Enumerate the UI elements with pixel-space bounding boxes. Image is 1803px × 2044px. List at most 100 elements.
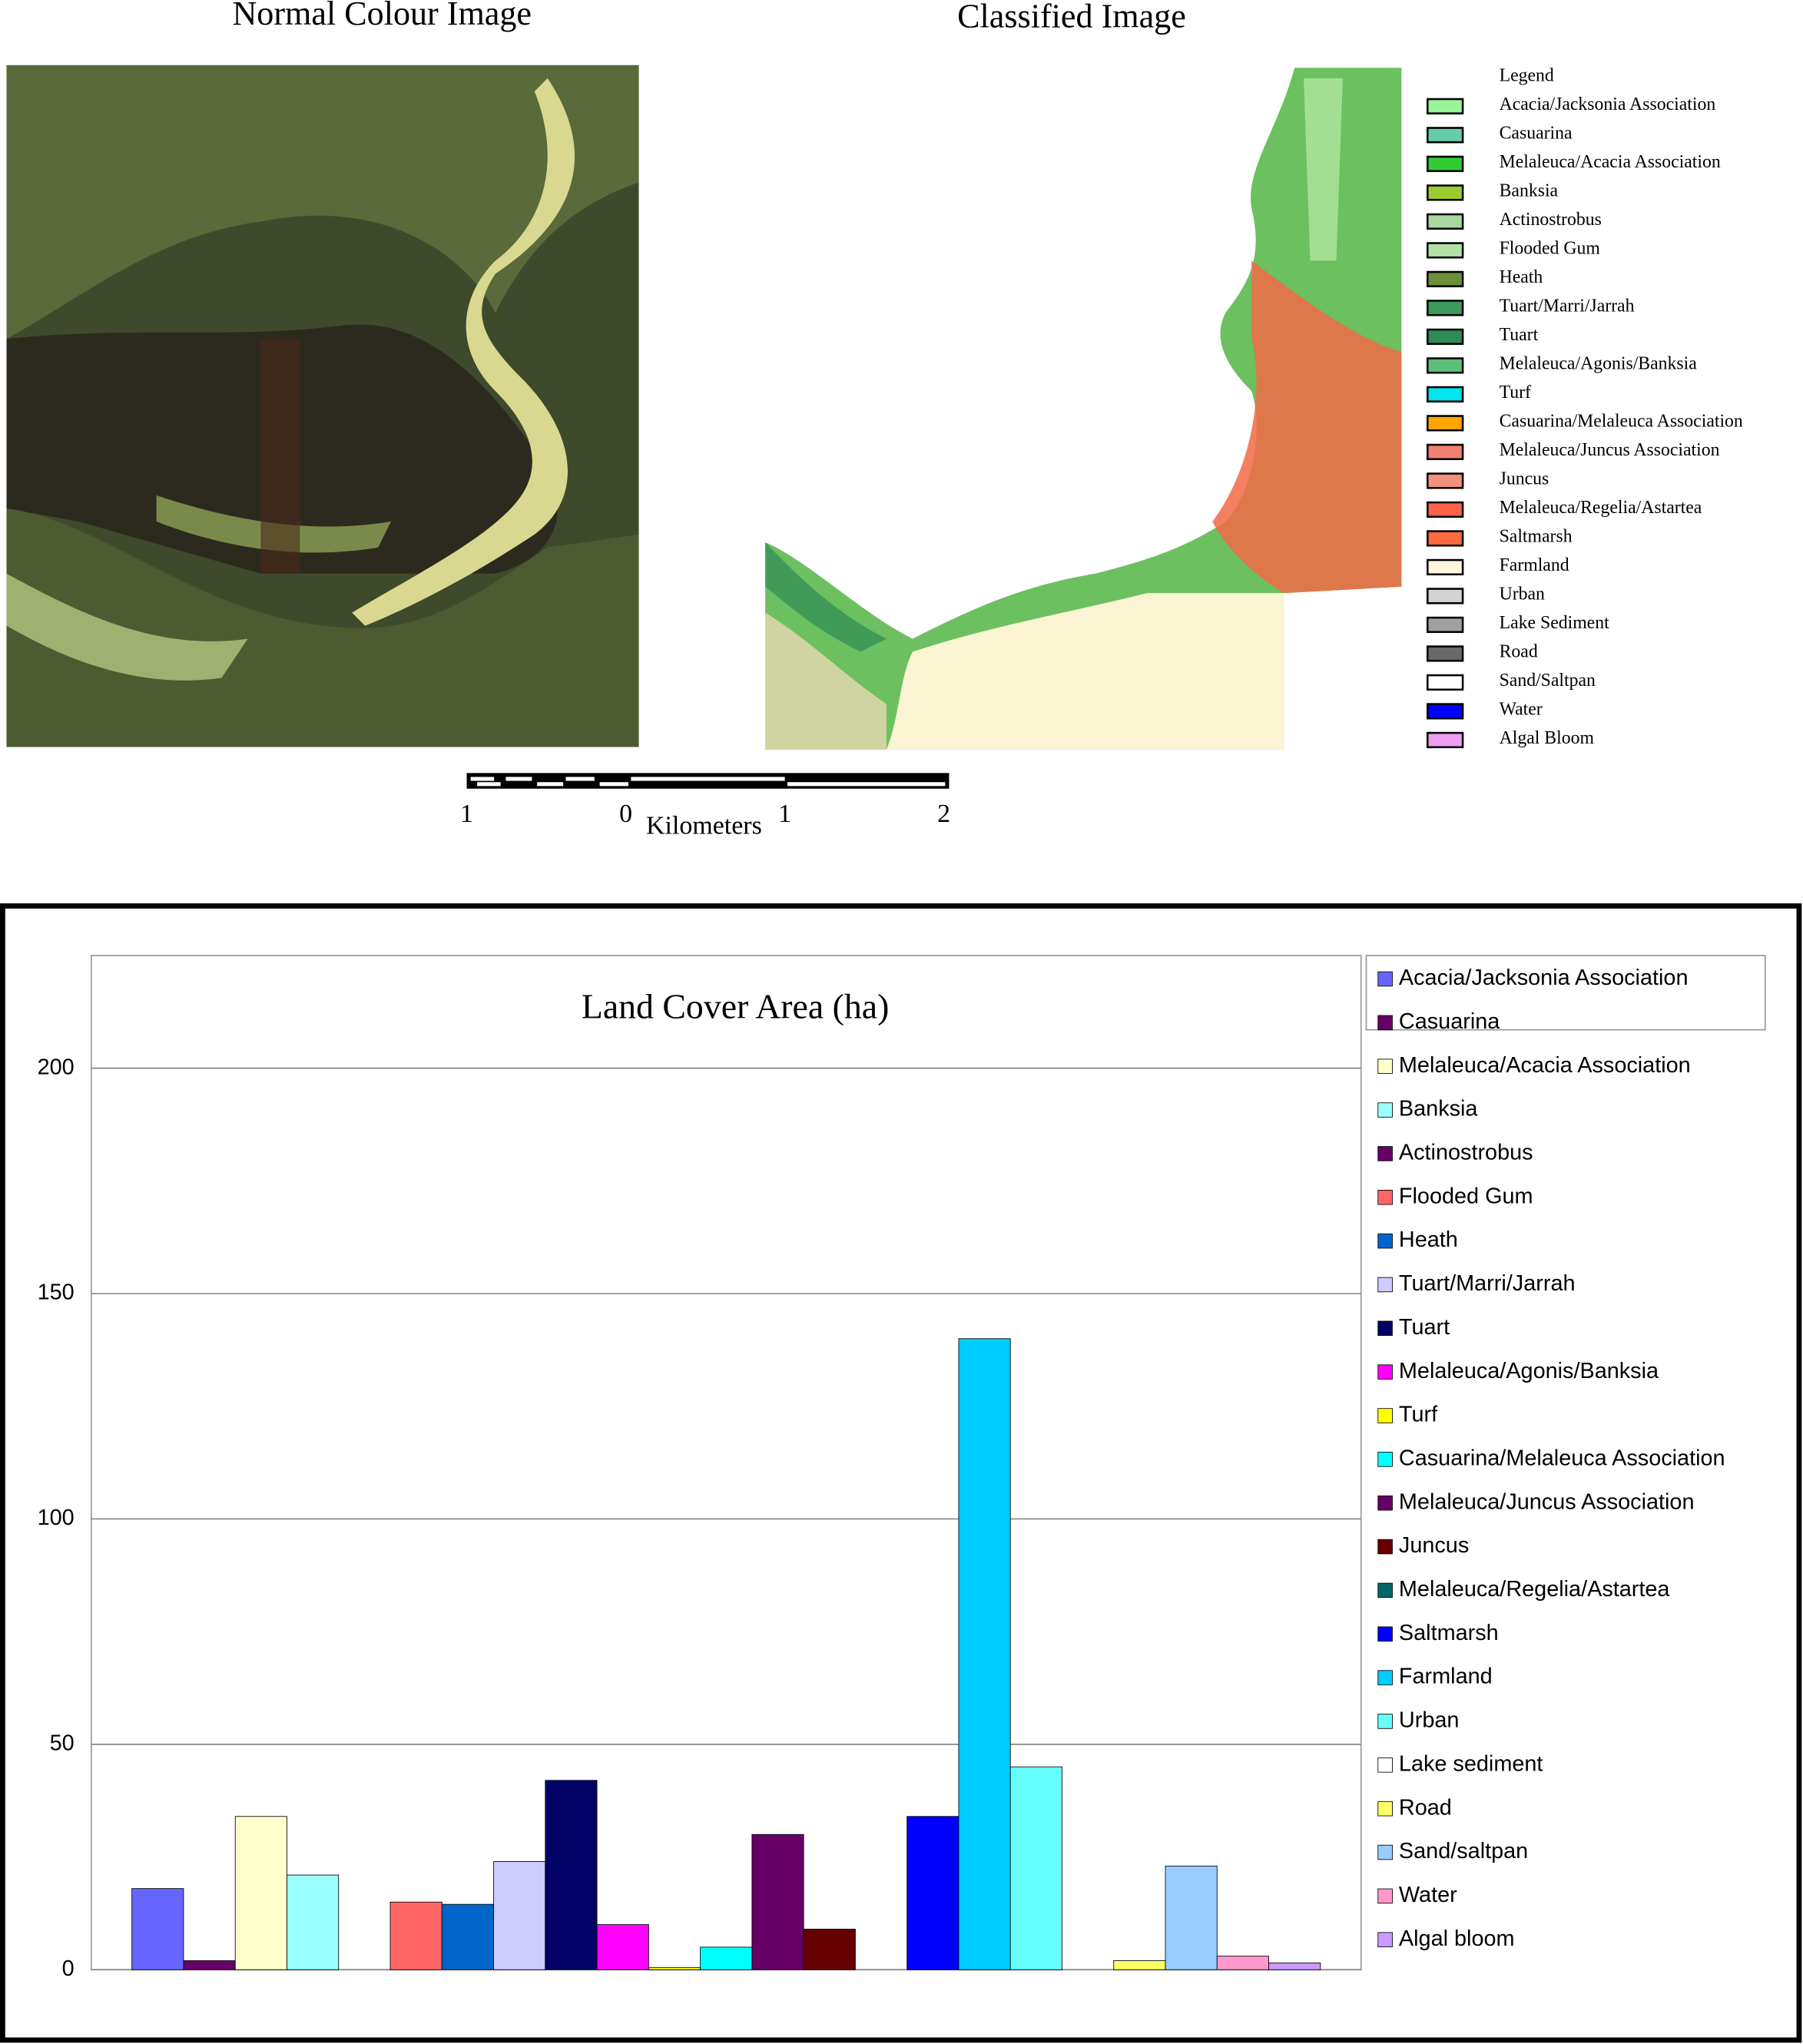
- legend-swatch: [1426, 242, 1464, 259]
- bar: [1268, 1963, 1321, 1970]
- bar: [648, 1966, 701, 1970]
- legend-swatch: [1426, 616, 1464, 634]
- legend-swatch: [1426, 530, 1464, 547]
- legend-label: Road: [1500, 642, 1538, 662]
- scale-bar: [466, 773, 950, 789]
- legend-swatch: [1426, 731, 1464, 749]
- legend-swatch: [1377, 1714, 1393, 1729]
- normal-colour-image: [6, 65, 639, 747]
- legend-swatch: [1426, 501, 1464, 518]
- scale-unit: Kilometers: [646, 811, 762, 840]
- legend-label: Farmland: [1500, 555, 1569, 575]
- legend-swatch: [1426, 184, 1464, 201]
- legend-label: Juncus: [1399, 1533, 1469, 1558]
- legend-swatch: [1426, 415, 1464, 432]
- legend-title: Legend: [1500, 66, 1554, 86]
- legend-label: Flooded Gum: [1500, 238, 1601, 258]
- legend-swatch: [1426, 328, 1464, 345]
- chart: 0 50 100 150 200 Acacia/Jacksonia Association…: [38, 966, 1725, 1981]
- legend-label: Lake sediment: [1399, 1751, 1543, 1776]
- legend-label: Water: [1399, 1883, 1457, 1907]
- bar: [441, 1903, 494, 1970]
- y-tick-label: 200: [38, 1055, 75, 1079]
- legend-swatch: [1426, 703, 1464, 720]
- legend-swatch: [1377, 1801, 1393, 1817]
- bar: [958, 1338, 1011, 1970]
- legend-swatch: [1426, 588, 1464, 605]
- bar: [234, 1816, 287, 1970]
- map-legend: Acacia/Jacksonia Association Casuarina Mel…: [1426, 94, 1743, 749]
- legend-label: Melaleuca/Regelia/Astartea: [1399, 1577, 1671, 1602]
- bar: [906, 1816, 960, 1970]
- legend-swatch: [1426, 300, 1464, 316]
- chart-title: Land Cover Area (ha): [582, 987, 890, 1026]
- legend-label: Tuart/Marri/Jarrah: [1399, 1271, 1576, 1296]
- legend-label: Turf: [1500, 383, 1531, 403]
- legend-label: Lake Sediment: [1500, 613, 1610, 633]
- scale-label: 0: [619, 800, 632, 828]
- y-tick-label: 0: [62, 1956, 75, 1981]
- bar: [1113, 1960, 1166, 1970]
- bar: [493, 1860, 546, 1970]
- legend-swatch: [1377, 971, 1393, 987]
- legend-swatch: [1377, 1452, 1393, 1467]
- legend-label: Melaleuca/Agonis/Banksia: [1399, 1359, 1659, 1383]
- legend-swatch: [1377, 1146, 1393, 1161]
- legend-label: Actinostrobus: [1399, 1141, 1533, 1165]
- legend-swatch: [1377, 1582, 1393, 1598]
- bar: [803, 1929, 856, 1970]
- y-tick-label: 150: [38, 1280, 75, 1305]
- legend-swatch: [1426, 443, 1464, 460]
- legend-label: Sand/saltpan: [1399, 1839, 1528, 1863]
- legend-label: Melaleuca/Agonis/Banksia: [1500, 353, 1698, 373]
- legend-label: Juncus: [1500, 469, 1549, 489]
- bar: [183, 1960, 236, 1970]
- scale-label: 2: [937, 800, 950, 828]
- scale-label: 1: [460, 800, 473, 828]
- y-tick-label: 100: [38, 1506, 75, 1530]
- legend-label: Acacia/Jacksonia Association: [1500, 94, 1716, 114]
- bar: [596, 1924, 649, 1970]
- legend-label: Banksia: [1399, 1097, 1479, 1121]
- bar: [131, 1888, 184, 1970]
- legend-label: Melaleuca/Juncus Association: [1399, 1489, 1695, 1514]
- legend-swatch: [1377, 1015, 1393, 1031]
- bar: [389, 1901, 442, 1970]
- legend-swatch: [1426, 98, 1464, 114]
- legend-label: Banksia: [1500, 181, 1559, 200]
- legend-swatch: [1426, 270, 1464, 287]
- bar: [545, 1780, 598, 1970]
- legend-swatch: [1377, 1408, 1393, 1423]
- legend-frame: [1365, 955, 1766, 1031]
- legend-swatch: [1426, 155, 1464, 172]
- bar: [1165, 1865, 1218, 1970]
- legend-swatch: [1377, 1757, 1393, 1773]
- legend-swatch: [1426, 213, 1464, 230]
- bar: [700, 1946, 753, 1970]
- legend-label: Sand/Saltpan: [1500, 671, 1596, 691]
- legend-label: Tuart: [1500, 325, 1539, 345]
- legend-swatch: [1377, 1233, 1393, 1249]
- bar: [751, 1834, 804, 1970]
- legend-label: Melaleuca/Regelia/Astartea: [1500, 498, 1702, 518]
- classified-image: [765, 68, 1402, 750]
- legend-swatch: [1377, 1277, 1393, 1293]
- bar: [287, 1874, 340, 1970]
- y-tick-label: 50: [50, 1731, 75, 1755]
- legend-label: Tuart: [1399, 1315, 1450, 1340]
- legend-label: Saltmarsh: [1399, 1621, 1499, 1645]
- legend-label: Actinostrobus: [1500, 210, 1602, 230]
- legend-label: Algal Bloom: [1500, 728, 1595, 748]
- legend-swatch: [1377, 1102, 1393, 1118]
- legend-swatch: [1377, 1626, 1393, 1642]
- legend-label: Urban: [1399, 1708, 1460, 1733]
- legend-label: Saltmarsh: [1500, 527, 1573, 547]
- legend-swatch: [1426, 558, 1464, 576]
- legend-swatch: [1377, 1539, 1393, 1555]
- legend-label: Melaleuca/Juncus Association: [1500, 440, 1720, 460]
- legend-swatch: [1377, 1670, 1393, 1685]
- legend-swatch: [1377, 1364, 1393, 1380]
- legend-label: Casuarina/Melaleuca Association: [1399, 1446, 1725, 1470]
